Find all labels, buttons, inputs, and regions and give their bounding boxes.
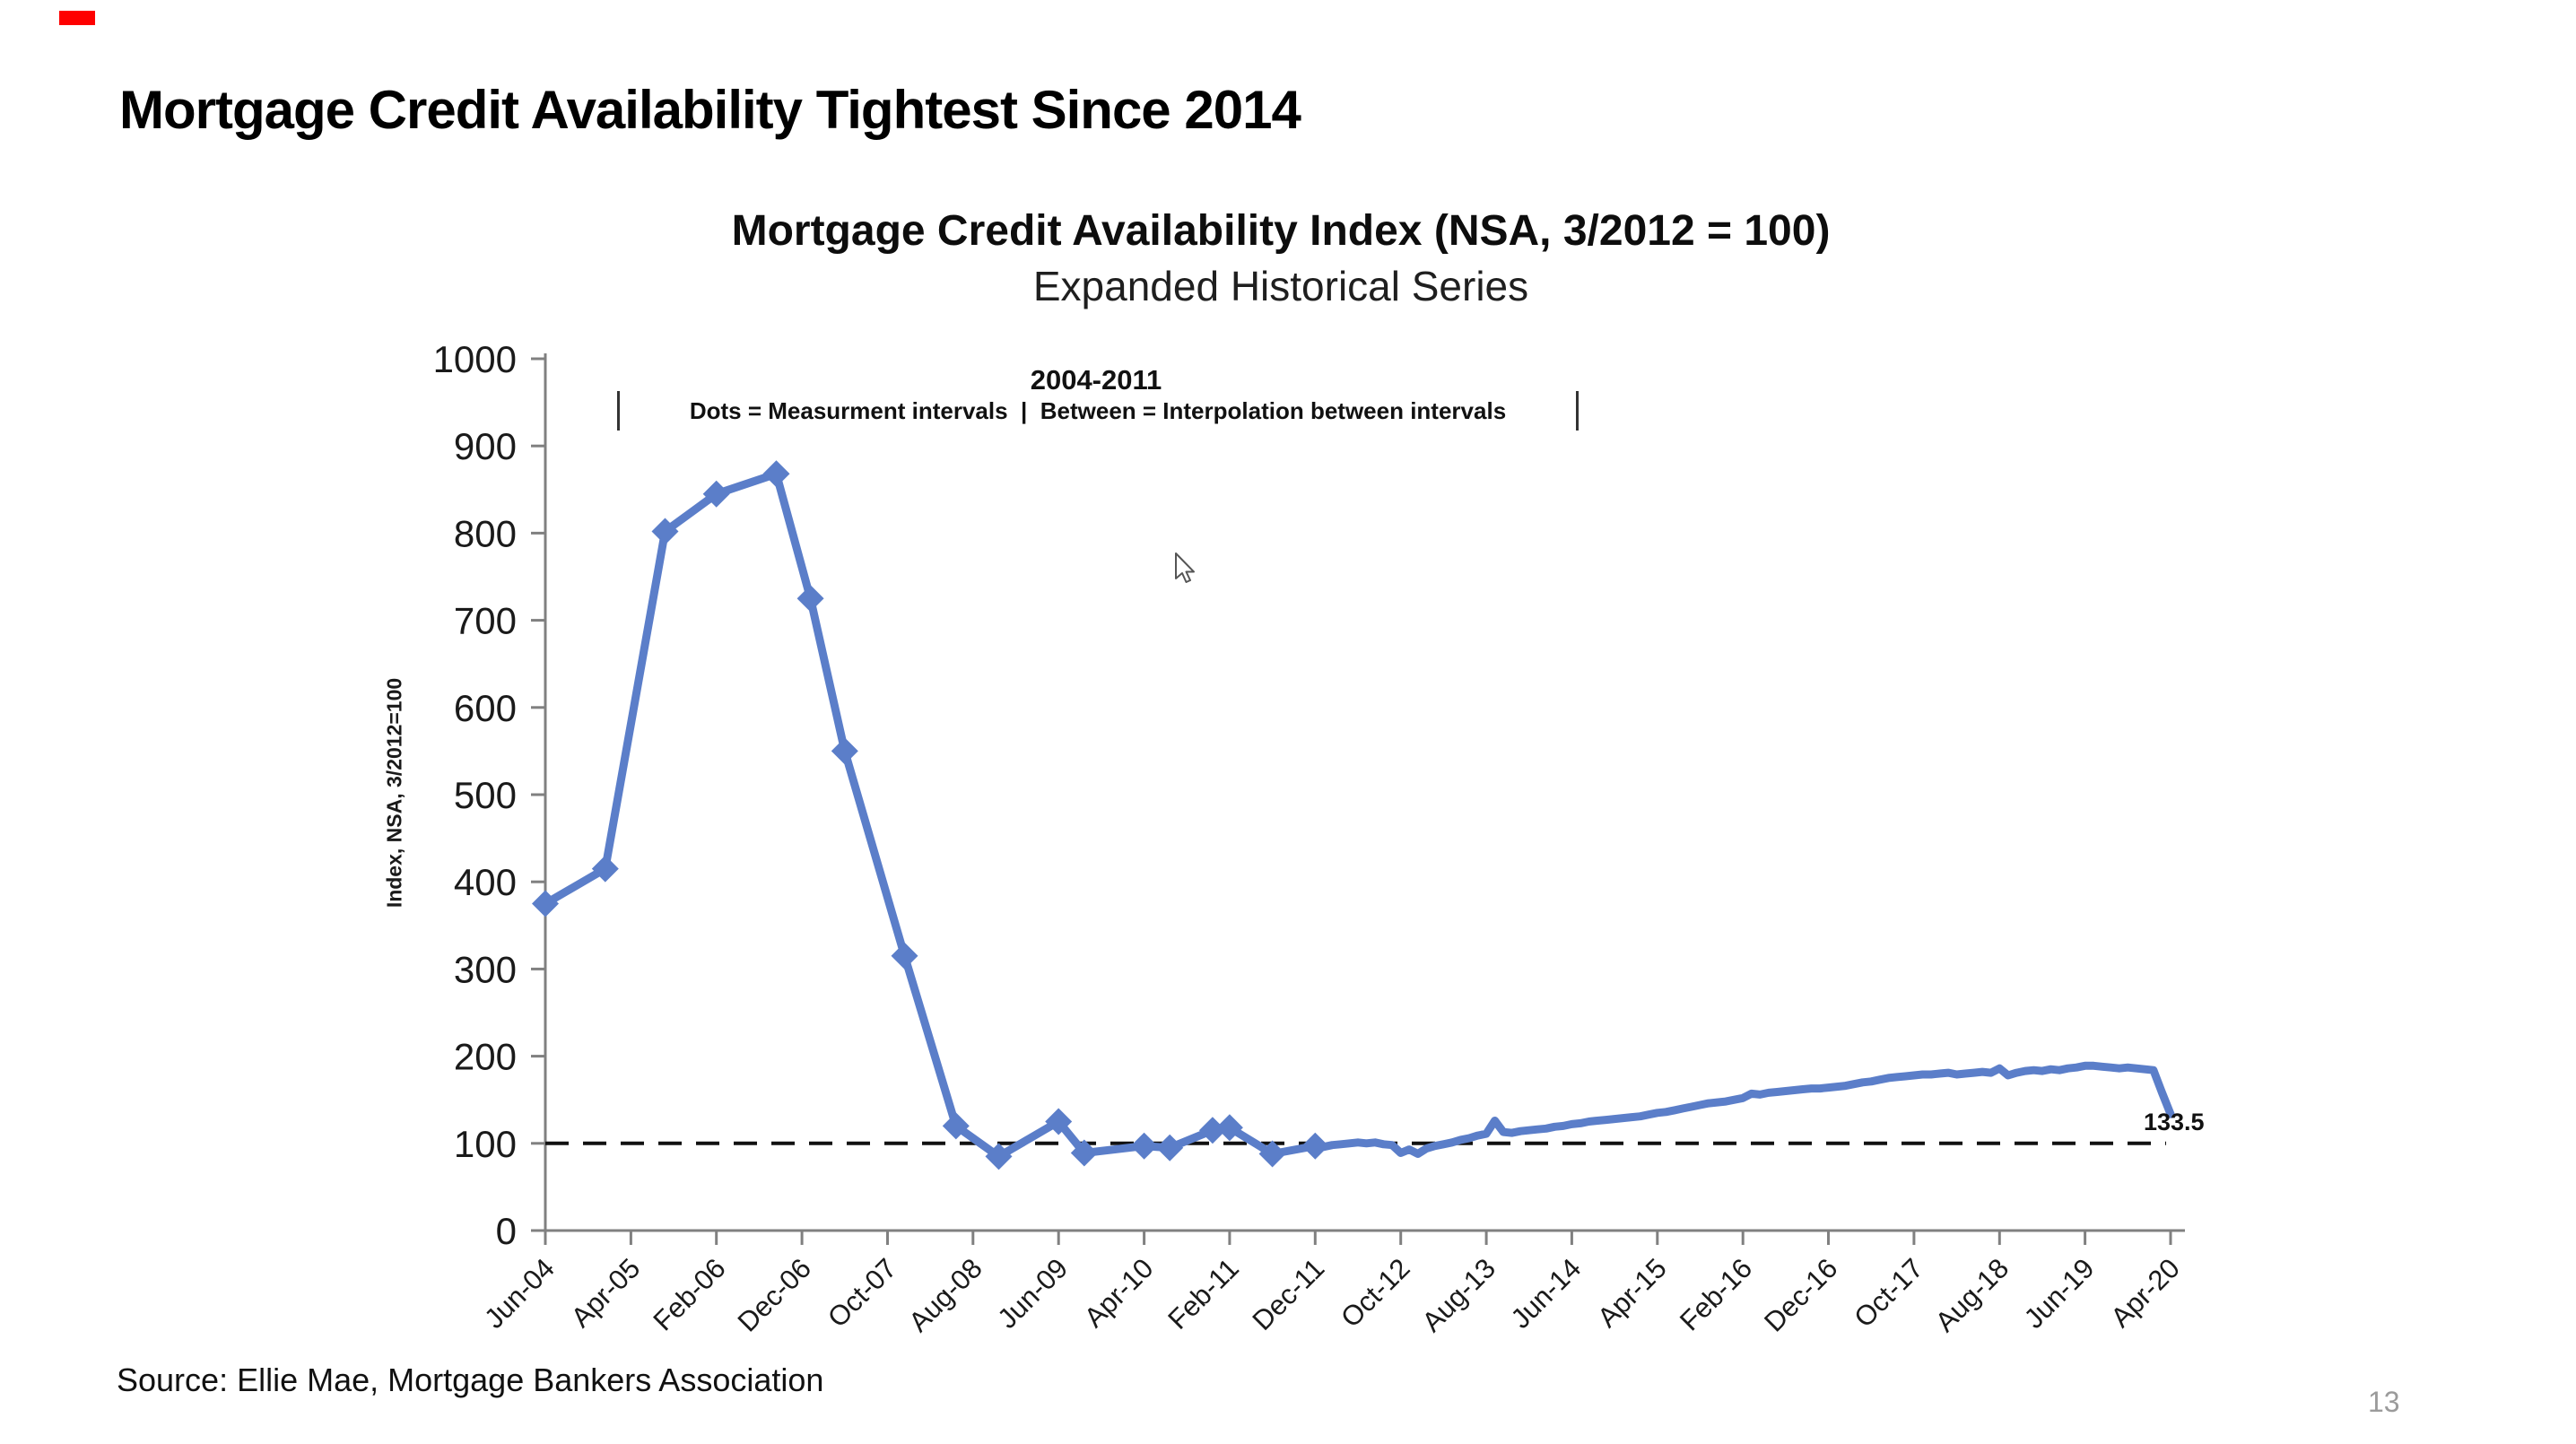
svg-text:Apr-15: Apr-15 — [1591, 1252, 1673, 1334]
x-tick-labels: Jun-04 Apr-05 Feb-06 Dec-06 Oct-07 Aug-08 Jun-… — [478, 1252, 2186, 1337]
svg-text:100: 100 — [454, 1123, 517, 1165]
annotation-left-bar — [617, 391, 620, 431]
axes — [531, 353, 2185, 1245]
svg-text:Oct-07: Oct-07 — [822, 1252, 903, 1334]
mcai-series-line — [541, 469, 2175, 1161]
annotation-right-bar — [1576, 391, 1579, 431]
svg-text:Dec-11: Dec-11 — [1246, 1252, 1330, 1336]
page-number: 13 — [2368, 1386, 2400, 1418]
svg-text:Jun-09: Jun-09 — [991, 1252, 1074, 1335]
svg-text:Aug-13: Aug-13 — [1416, 1252, 1501, 1337]
svg-text:Aug-18: Aug-18 — [1929, 1252, 2015, 1337]
svg-text:600: 600 — [454, 687, 517, 729]
y-tick-labels: 0 100 200 300 400 500 600 700 800 900 1000 — [433, 338, 517, 1252]
svg-text:Oct-12: Oct-12 — [1335, 1252, 1416, 1334]
svg-text:200: 200 — [454, 1036, 517, 1078]
svg-text:800: 800 — [454, 512, 517, 554]
series-end-value-label: 133.5 — [2144, 1109, 2205, 1135]
svg-text:0: 0 — [496, 1210, 517, 1252]
chart-subtitle: Expanded Historical Series — [1032, 263, 1529, 309]
source-attribution: Source: Ellie Mae, Mortgage Bankers Asso… — [117, 1361, 824, 1398]
svg-text:Apr-05: Apr-05 — [565, 1252, 647, 1334]
annotation-period: 2004-2011 — [1030, 364, 1162, 396]
svg-text:Dec-16: Dec-16 — [1758, 1252, 1843, 1337]
red-corner-marker — [59, 11, 95, 25]
svg-text:Aug-08: Aug-08 — [902, 1252, 988, 1337]
svg-text:500: 500 — [454, 774, 517, 816]
svg-text:Apr-20: Apr-20 — [2104, 1252, 2186, 1334]
svg-text:700: 700 — [454, 600, 517, 642]
mouse-cursor-icon — [1175, 552, 1195, 583]
svg-text:Feb-06: Feb-06 — [647, 1252, 731, 1336]
svg-text:Oct-17: Oct-17 — [1848, 1252, 1929, 1334]
svg-text:300: 300 — [454, 948, 517, 990]
annotation-legend-row: Dots = Measurment intervals | Between = … — [617, 389, 1579, 432]
svg-text:1000: 1000 — [433, 338, 517, 380]
svg-text:Jun-14: Jun-14 — [1505, 1252, 1588, 1335]
measurement-dot-markers — [532, 460, 1329, 1170]
chart-title: Mortgage Credit Availability Index (NSA,… — [731, 207, 1831, 255]
svg-text:Apr-10: Apr-10 — [1078, 1252, 1160, 1334]
svg-text:Jun-04: Jun-04 — [478, 1252, 561, 1335]
svg-text:400: 400 — [454, 861, 517, 903]
svg-text:Jun-19: Jun-19 — [2018, 1252, 2101, 1335]
svg-text:900: 900 — [454, 425, 517, 467]
slide-title: Mortgage Credit Availability Tightest Si… — [119, 80, 1301, 140]
annotation-legend-text: Dots = Measurment intervals | Between = … — [689, 396, 1507, 424]
svg-text:Feb-16: Feb-16 — [1674, 1252, 1758, 1336]
svg-text:Feb-11: Feb-11 — [1162, 1252, 1245, 1335]
svg-text:Dec-06: Dec-06 — [732, 1252, 817, 1337]
